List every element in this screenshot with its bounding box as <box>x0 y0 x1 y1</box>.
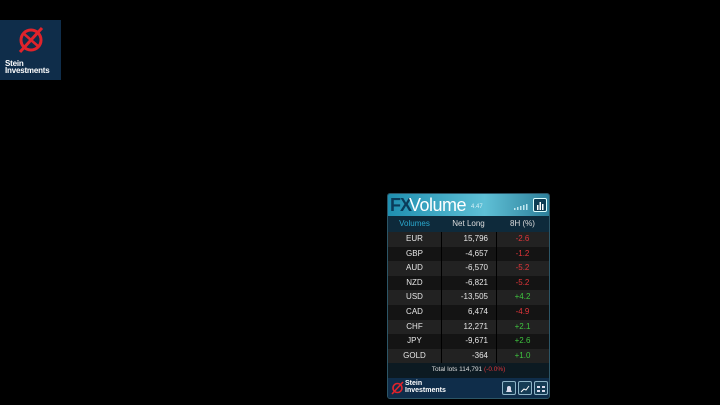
graph-button[interactable] <box>518 381 532 395</box>
total-lots: Total lots 114,791 (-0.0%) <box>388 365 549 375</box>
column-separator <box>496 246 497 262</box>
column-separator <box>441 246 442 262</box>
column-separator <box>441 348 442 364</box>
change-8h: -2.6 <box>515 234 530 243</box>
currency: CHF <box>406 321 423 331</box>
signal-icon <box>514 204 528 210</box>
column-separator <box>496 261 497 276</box>
column-separator <box>496 305 497 320</box>
footer-logo-icon <box>391 381 404 395</box>
change-8h: -4.9 <box>515 307 530 316</box>
total-change: (-0.0%) <box>483 366 506 373</box>
change-8h: -1.2 <box>515 248 530 258</box>
title: Volume <box>409 195 467 215</box>
column-separator <box>496 334 497 349</box>
net-long: -9,671 <box>465 336 488 346</box>
currency: NZD <box>406 277 423 287</box>
chart-button[interactable] <box>533 198 547 212</box>
column-separator <box>441 261 442 276</box>
net-long: -364 <box>471 350 488 360</box>
currency: CAD <box>406 307 423 316</box>
net-long: -4,657 <box>465 248 488 258</box>
column-separator <box>496 232 497 247</box>
fx-volume-panel: FX Volume 4.47 Volumes Net Long 8H (%) E… <box>387 193 550 399</box>
column-separator <box>441 232 442 247</box>
table-row: EUR 15,796 -2.6 <box>388 232 549 247</box>
column-separator <box>441 334 442 349</box>
net-long: 6,474 <box>467 307 488 316</box>
table-row: CAD 6,474 -4.9 <box>388 305 549 320</box>
table-row: CHF 12,271 +2.1 <box>388 319 549 335</box>
currency: GBP <box>406 248 423 258</box>
change-8h: +1.0 <box>514 350 531 360</box>
column-separator <box>496 290 497 305</box>
column-header: Volumes Net Long 8H (%) <box>388 216 549 232</box>
version: 4.47 <box>471 204 483 210</box>
change-8h: +4.2 <box>514 292 531 302</box>
column-label: Volumes <box>399 219 430 228</box>
logo-text: Investments <box>5 66 50 75</box>
table-row: AUD -6,570 -5.2 <box>388 261 549 276</box>
column-separator <box>441 290 442 305</box>
net-long: -6,821 <box>465 277 488 287</box>
column-separator <box>441 275 442 291</box>
logo-icon <box>18 26 44 54</box>
footer-logo-line: Stein <box>405 380 423 387</box>
table-row: NZD -6,821 -5.2 <box>388 275 549 291</box>
change-8h: +2.6 <box>514 336 531 346</box>
footer-logo-text: Stein Investments <box>405 380 446 394</box>
currency: EUR <box>406 234 423 243</box>
total-label: Total lots <box>431 366 458 373</box>
footer-logo-line: Investments <box>405 386 446 394</box>
alert-button[interactable] <box>502 381 516 395</box>
net-long: 15,796 <box>463 234 488 243</box>
logo: Stein Investments <box>0 20 61 80</box>
change-8h: -5.2 <box>515 277 530 287</box>
change-8h: +2.1 <box>514 321 531 331</box>
logo-text: Stein <box>5 59 24 68</box>
table-row: GOLD -364 +1.0 <box>388 348 549 364</box>
net-long: -6,570 <box>465 263 488 273</box>
column-separator <box>496 348 497 364</box>
panel-footer: Stein Investments <box>388 378 549 398</box>
table-row: JPY -9,671 +2.6 <box>388 334 549 349</box>
column-separator <box>441 305 442 320</box>
column-label: Net Long <box>452 219 485 228</box>
net-long: -13,505 <box>460 292 488 302</box>
table-row: USD -13,505 +4.2 <box>388 290 549 305</box>
table-row: GBP -4,657 -1.2 <box>388 246 549 262</box>
settings-button[interactable] <box>534 381 548 395</box>
currency: USD <box>406 292 423 302</box>
net-long: 12,271 <box>463 321 488 331</box>
currency: JPY <box>407 336 422 346</box>
column-label: 8H (%) <box>510 219 535 228</box>
currency: GOLD <box>403 350 426 360</box>
change-8h: -5.2 <box>515 263 530 273</box>
column-separator <box>496 275 497 291</box>
title: FX <box>390 195 412 215</box>
panel-header: FX Volume 4.47 <box>388 194 549 216</box>
total-value: 114,791 <box>459 366 483 373</box>
column-separator <box>441 319 442 335</box>
column-separator <box>496 319 497 335</box>
currency: AUD <box>406 263 423 273</box>
